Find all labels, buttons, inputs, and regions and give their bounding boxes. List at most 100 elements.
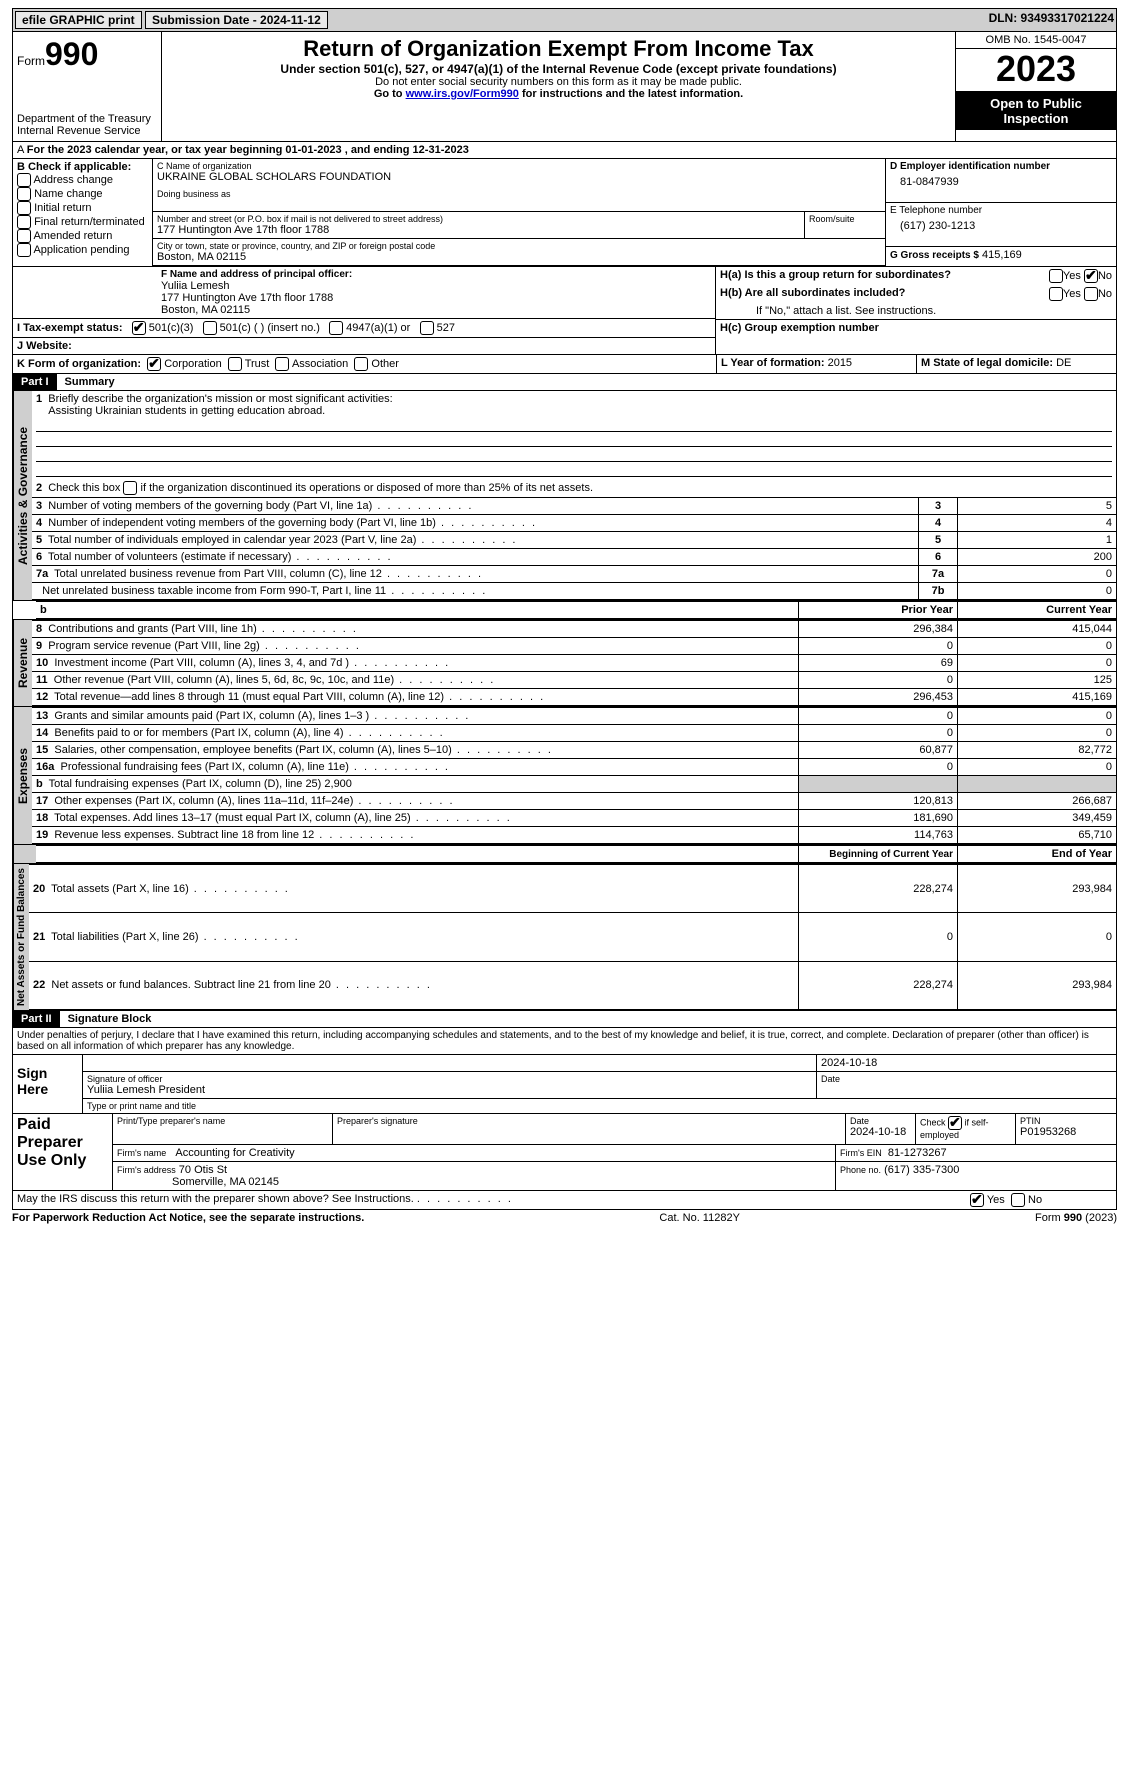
section-governance: Activities & Governance <box>13 391 32 600</box>
chk-boxb-2[interactable] <box>17 201 31 215</box>
department: Department of the Treasury Internal Reve… <box>17 113 157 137</box>
prep-date-label: Date <box>850 1116 911 1126</box>
chk-hb-no[interactable] <box>1084 287 1098 301</box>
chk-boxb-0[interactable] <box>17 173 31 187</box>
submission-date: Submission Date - 2024-11-12 <box>145 11 328 29</box>
box-e-label: E Telephone number <box>890 205 1112 216</box>
lbl-discuss-no: No <box>1028 1194 1042 1206</box>
may-irs-discuss: May the IRS discuss this return with the… <box>17 1193 414 1205</box>
l1-label: Briefly describe the organization's miss… <box>48 393 392 405</box>
opt-other: Other <box>371 358 399 370</box>
py-val <box>799 776 958 793</box>
sig-officer-name: Yuliia Lemesh President <box>87 1084 812 1096</box>
opt-corp: Corporation <box>164 358 221 370</box>
firm-addr1: 70 Otis St <box>179 1164 227 1176</box>
part2-title: Signature Block <box>60 1011 160 1027</box>
box-l-label: L Year of formation: <box>721 357 825 369</box>
officer-name: Yuliia Lemesh <box>161 280 711 292</box>
ag-label: Total number of volunteers (estimate if … <box>48 551 291 563</box>
prep-sig-label: Preparer's signature <box>333 1114 846 1144</box>
py-val: 0 <box>799 913 958 961</box>
dba-label: Doing business as <box>157 189 881 199</box>
footer-right-suffix: (2023) <box>1082 1212 1117 1224</box>
chk-501c[interactable] <box>203 321 217 335</box>
chk-boxb-3[interactable] <box>17 215 31 229</box>
cy-val: 0 <box>958 638 1117 655</box>
footer-mid: Cat. No. 11282Y <box>659 1212 740 1224</box>
chk-4947[interactable] <box>329 321 343 335</box>
cy-val: 266,687 <box>958 793 1117 810</box>
print-name-label: Print/Type preparer's name <box>113 1114 333 1144</box>
opt-527: 527 <box>437 322 455 334</box>
box-ha-label: H(a) Is this a group return for subordin… <box>720 269 951 281</box>
chk-self-employed[interactable] <box>948 1116 962 1130</box>
cy-val: 349,459 <box>958 810 1117 827</box>
efile-print-button[interactable]: efile GRAPHIC print <box>15 11 142 29</box>
ssn-warning: Do not enter social security numbers on … <box>166 76 951 88</box>
begin-year-header: Beginning of Current Year <box>799 846 958 863</box>
ptin-label: PTIN <box>1020 1116 1112 1126</box>
part1-header: Part I <box>13 374 57 390</box>
chk-527[interactable] <box>420 321 434 335</box>
chk-trust[interactable] <box>228 357 242 371</box>
line-a: For the 2023 calendar year, or tax year … <box>27 144 469 156</box>
chk-corp[interactable] <box>147 357 161 371</box>
form-title: Return of Organization Exempt From Incom… <box>166 36 951 62</box>
ag-label: Number of voting members of the governin… <box>48 500 372 512</box>
cy-val: 0 <box>958 708 1117 725</box>
cy-val: 0 <box>958 913 1117 961</box>
ptin-value: P01953268 <box>1020 1126 1112 1138</box>
chk-ha-yes[interactable] <box>1049 269 1063 283</box>
current-year-header: Current Year <box>958 602 1117 619</box>
cy-val: 293,984 <box>958 865 1117 913</box>
form-subtitle: Under section 501(c), 527, or 4947(a)(1)… <box>166 62 951 76</box>
ag-val: 0 <box>958 583 1117 600</box>
opt-501c3: 501(c)(3) <box>149 322 194 334</box>
chk-other[interactable] <box>354 357 368 371</box>
chk-boxb-4[interactable] <box>17 229 31 243</box>
py-val: 60,877 <box>799 742 958 759</box>
chk-discuss-yes[interactable] <box>970 1193 984 1207</box>
irs-link[interactable]: www.irs.gov/Form990 <box>406 88 519 100</box>
phone-value: (617) 230-1213 <box>890 216 1112 232</box>
date-label: Date <box>816 1072 1116 1098</box>
chk-501c3[interactable] <box>132 321 146 335</box>
sig-date: 2024-10-18 <box>816 1055 1116 1071</box>
form-prefix: Form <box>17 54 45 68</box>
chk-boxb-5[interactable] <box>17 243 31 257</box>
box-b-label: B Check if applicable: <box>17 161 148 173</box>
sign-here-label: Sign Here <box>13 1055 83 1113</box>
opt-trust: Trust <box>245 358 270 370</box>
box-hc-label: H(c) Group exemption number <box>720 322 879 334</box>
box-f-label: F Name and address of principal officer: <box>161 269 711 280</box>
firm-addr2: Somerville, MA 02145 <box>172 1176 279 1188</box>
opt-assoc: Association <box>292 358 348 370</box>
py-val: 0 <box>799 725 958 742</box>
inspection-notice: Open to Public Inspection <box>956 92 1116 130</box>
cy-val: 0 <box>958 655 1117 672</box>
chk-assoc[interactable] <box>275 357 289 371</box>
chk-hb-yes[interactable] <box>1049 287 1063 301</box>
officer-addr1: 177 Huntington Ave 17th floor 1788 <box>161 292 711 304</box>
chk-ha-no[interactable] <box>1084 269 1098 283</box>
chk-discuss-no[interactable] <box>1011 1193 1025 1207</box>
cy-val: 65,710 <box>958 827 1117 844</box>
row-label: Other revenue (Part VIII, column (A), li… <box>54 674 394 686</box>
py-val: 228,274 <box>799 865 958 913</box>
goto-suffix: for instructions and the latest informat… <box>519 88 743 100</box>
py-val: 296,384 <box>799 621 958 638</box>
gross-receipts: 415,169 <box>982 249 1022 261</box>
officer-addr2: Boston, MA 02115 <box>161 304 711 316</box>
l1-value: Assisting Ukrainian students in getting … <box>48 405 325 417</box>
row-label: Total expenses. Add lines 13–17 (must eq… <box>54 812 410 824</box>
row-label: Program service revenue (Part VIII, line… <box>48 640 260 652</box>
boxb-item-1: Name change <box>34 188 103 200</box>
row-label: Total fundraising expenses (Part IX, col… <box>49 778 352 790</box>
legal-domicile: DE <box>1056 357 1071 369</box>
cy-val: 0 <box>958 725 1117 742</box>
row-label: Grants and similar amounts paid (Part IX… <box>54 710 369 722</box>
chk-discontinued[interactable] <box>123 481 137 495</box>
topbar: efile GRAPHIC print Submission Date - 20… <box>12 8 1117 32</box>
chk-boxb-1[interactable] <box>17 187 31 201</box>
row-label: Other expenses (Part IX, column (A), lin… <box>54 795 353 807</box>
